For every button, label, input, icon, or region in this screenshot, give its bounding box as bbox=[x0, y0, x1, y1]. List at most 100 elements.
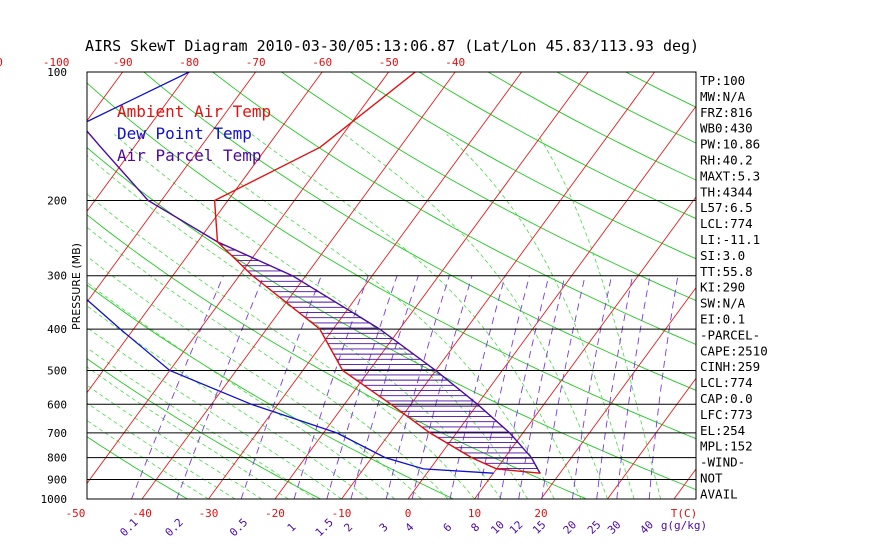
dry-adiabat bbox=[212, 72, 696, 345]
dry-adiabat bbox=[87, 436, 188, 499]
mixing-ratio-line bbox=[293, 275, 369, 499]
stat-item: CINH:259 bbox=[700, 359, 760, 374]
mixing-ratio-line bbox=[571, 275, 613, 499]
stat-item: LFC:773 bbox=[700, 407, 753, 422]
stat-item: AVAIL bbox=[700, 486, 738, 501]
mixing-ratio-label: 25 bbox=[585, 518, 604, 537]
legend-entry: Dew Point Temp bbox=[117, 124, 252, 143]
stat-item: FRZ:816 bbox=[700, 105, 753, 120]
pressure-tick-label: 300 bbox=[47, 270, 67, 283]
mixing-ratio-line bbox=[596, 275, 634, 499]
mixing-ratio-line bbox=[616, 275, 651, 499]
moist-adiabat bbox=[87, 305, 369, 499]
bottom-temp-tick-label: 20 bbox=[534, 507, 547, 520]
dry-adiabat bbox=[350, 72, 696, 260]
mixing-ratio-line bbox=[477, 275, 530, 499]
mixing-ratio-line bbox=[350, 275, 419, 499]
moist-adiabat bbox=[87, 402, 236, 499]
mixing-ratio-label: 8 bbox=[468, 521, 482, 535]
pressure-tick-label: 400 bbox=[47, 323, 67, 336]
stat-item: TP:100 bbox=[700, 73, 745, 88]
stat-item: EL:254 bbox=[700, 423, 745, 438]
moist-adiabat bbox=[87, 327, 342, 499]
legend-entry: Air Parcel Temp bbox=[117, 146, 262, 165]
mixing-ratio-line bbox=[326, 275, 398, 499]
pressure-tick-label: 1000 bbox=[41, 493, 68, 506]
legend: Ambient Air Temp Dew Point Temp Air Parcel… bbox=[117, 102, 271, 165]
stat-item: RH:40.2 bbox=[700, 153, 753, 168]
plot-frame-layer bbox=[86, 71, 697, 500]
stat-item: MAXT:5.3 bbox=[700, 168, 760, 183]
top-temp-tick-label: -60 bbox=[312, 56, 332, 69]
stats-panel: TP:100MW:N/AFRZ:816WB0:430PW:10.86RH:40.… bbox=[700, 73, 768, 501]
legend-entry: Ambient Air Temp bbox=[117, 102, 271, 121]
pressure-tick-label: 900 bbox=[47, 473, 67, 486]
mixing-ratio-line bbox=[518, 275, 566, 499]
isotherm bbox=[87, 72, 190, 213]
mixing-ratio-label: 12 bbox=[507, 518, 526, 537]
bottom-temp-tick-label: 0 bbox=[405, 507, 412, 520]
y-axis-label: PRESSURE (MB) bbox=[70, 243, 83, 330]
bottom-temp-tick-label: -50 bbox=[66, 507, 86, 520]
stat-item: PW:10.86 bbox=[700, 137, 760, 152]
stat-item: NOT bbox=[700, 471, 723, 486]
dry-adiabat bbox=[87, 147, 696, 491]
moist-adiabat bbox=[87, 154, 502, 499]
bottom-temp-tick-label: -20 bbox=[265, 507, 285, 520]
moist-adiabat bbox=[87, 384, 262, 499]
mixing-ratio-label: 3 bbox=[377, 521, 391, 535]
mixing-ratio-line bbox=[131, 275, 224, 499]
dry-adiabat bbox=[87, 284, 454, 499]
stat-item: SI:3.0 bbox=[700, 248, 745, 263]
mixing-ratio-label: 10 bbox=[488, 518, 507, 537]
stat-item: MPL:152 bbox=[700, 439, 753, 454]
mixing-ratio-line bbox=[541, 275, 586, 499]
pressure-tick-label: 200 bbox=[47, 195, 67, 208]
mixing-ratio-unit-label: g(g/kg) bbox=[661, 519, 707, 532]
mixing-ratio-label: 2 bbox=[341, 521, 355, 535]
isotherm bbox=[274, 72, 589, 499]
dry-adiabat bbox=[87, 358, 321, 499]
stat-item: TH:4344 bbox=[700, 184, 753, 199]
mixing-ratio-label: 20 bbox=[561, 518, 580, 537]
dry-adiabat bbox=[832, 72, 870, 499]
stat-item: LI:-11.1 bbox=[700, 232, 760, 247]
moist-adiabat bbox=[537, 134, 662, 499]
parcel-line bbox=[87, 130, 541, 474]
mixing-ratio-label: 0.2 bbox=[163, 516, 186, 539]
moist-adiabat bbox=[87, 281, 395, 499]
stat-item: LCL:774 bbox=[700, 216, 753, 231]
moist-adiabat bbox=[87, 420, 209, 499]
moist-adiabat bbox=[251, 134, 582, 499]
mixing-ratio-label: 0.5 bbox=[227, 516, 250, 539]
pressure-tick-label: 800 bbox=[47, 452, 67, 465]
top-temp-tick-label: -80 bbox=[179, 56, 199, 69]
dry-adiabat bbox=[281, 72, 696, 302]
top-temp-tick-label: -40 bbox=[445, 56, 465, 69]
top-temp-tick-label: -90 bbox=[113, 56, 133, 69]
mixing-ratio-label: 1 bbox=[285, 521, 299, 535]
isotherm bbox=[208, 72, 523, 499]
dry-adiabat bbox=[143, 72, 696, 391]
mixing-ratio-line bbox=[499, 275, 550, 499]
pressure-tick-label: 500 bbox=[47, 364, 67, 377]
stat-item: -WIND- bbox=[700, 455, 745, 470]
bottom-temp-tick-label: -30 bbox=[199, 507, 219, 520]
moist-adiabat bbox=[87, 366, 289, 499]
moist-adiabat bbox=[114, 134, 529, 499]
chart-title: AIRS SkewT Diagram 2010-03-30/05:13:06.8… bbox=[85, 37, 699, 55]
isotherm bbox=[607, 377, 696, 499]
top-temp-tick-label: -50 bbox=[379, 56, 399, 69]
isotherm bbox=[407, 105, 696, 499]
mixing-ratio-label: 30 bbox=[605, 518, 624, 537]
moist-adiabat bbox=[87, 255, 422, 499]
dewpoint-line bbox=[87, 72, 494, 474]
moist-adiabat bbox=[87, 347, 316, 499]
stat-item: KI:290 bbox=[700, 280, 745, 295]
pressure-tick-label: 100 bbox=[47, 66, 67, 79]
cape-hatch-layer bbox=[220, 244, 538, 469]
bottom-temp-tick-label: 10 bbox=[468, 507, 481, 520]
grid-layer bbox=[87, 72, 870, 499]
mixing-ratio-label: 40 bbox=[637, 518, 656, 537]
